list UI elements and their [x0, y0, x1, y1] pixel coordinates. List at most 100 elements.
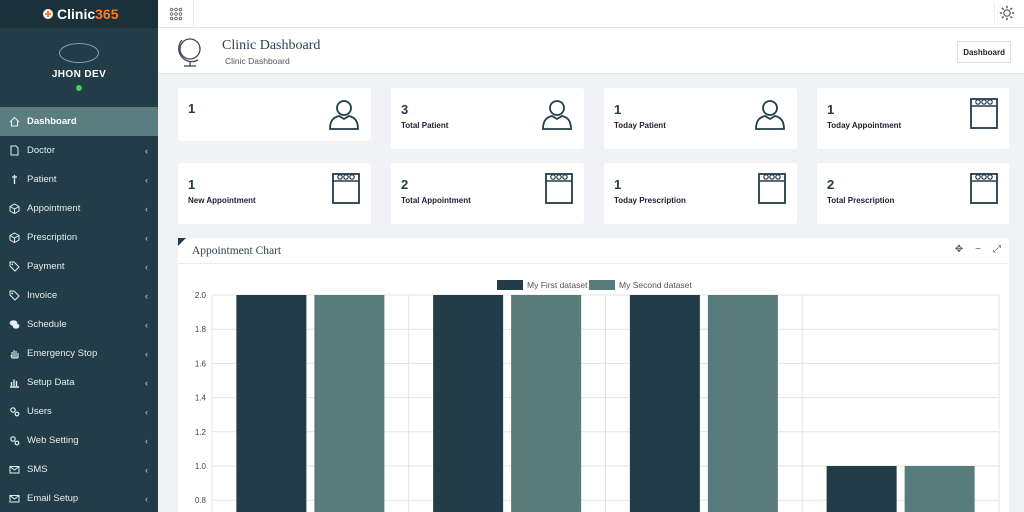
chevron-left-icon: ‹ — [145, 464, 148, 475]
stat-value: 1 — [188, 177, 196, 192]
user-profile: JHON DEV — [0, 28, 158, 106]
calendar-icon — [331, 171, 361, 210]
sidebar-nav: Dashboard Doctor ‹ Patient ‹ Appointment ‹ Pres… — [0, 107, 158, 512]
stat-value: 1 — [614, 177, 622, 192]
sidebar-item-label: Schedule — [27, 319, 67, 330]
stat-label: Total Appointment — [401, 196, 471, 205]
legend-label: My First dataset — [527, 280, 588, 290]
sidebar-item-appointment[interactable]: Appointment ‹ — [0, 194, 158, 223]
logo-icon — [43, 9, 53, 19]
expand-icon[interactable]: ⤢ — [993, 244, 1001, 255]
stat-card[interactable]: 1 — [178, 88, 371, 141]
appointment-chart-panel: Appointment Chart ✥ − ⤢ My First dataset… — [178, 238, 1009, 512]
sidebar-item-label: Email Setup — [27, 493, 79, 504]
bar — [511, 295, 582, 512]
envelope-icon — [7, 464, 21, 476]
tag-icon — [7, 261, 21, 273]
brand[interactable]: Clinic365 — [0, 0, 158, 28]
pin-icon — [7, 174, 21, 186]
legend-swatch — [589, 280, 615, 290]
sidebar-item-label: Invoice — [27, 290, 58, 301]
sidebar-item-web-setting[interactable]: Web Setting ‹ — [0, 426, 158, 455]
calendar-icon — [969, 171, 999, 210]
sidebar: Clinic365 JHON DEV Dashboard Doctor ‹ Patie… — [0, 0, 158, 512]
bar — [826, 466, 897, 512]
sidebar-item-label: Patient — [27, 174, 57, 185]
user-name: JHON DEV — [51, 69, 107, 80]
tag-icon — [7, 290, 21, 302]
document-icon — [7, 145, 21, 157]
y-tick-label: 1.6 — [195, 359, 207, 368]
breadcrumb-dashboard[interactable]: Dashboard — [957, 41, 1011, 63]
chevron-left-icon: ‹ — [145, 174, 148, 185]
bar — [236, 295, 307, 512]
sidebar-item-prescription[interactable]: Prescription ‹ — [0, 223, 158, 252]
gears-icon — [7, 435, 21, 447]
stat-label: Today Appointment — [827, 121, 902, 130]
apps-grid-button[interactable] — [158, 0, 194, 28]
stat-value: 1 — [614, 102, 622, 117]
stat-card[interactable]: 2 Total Prescription — [817, 163, 1009, 224]
y-tick-label: 2.0 — [195, 291, 207, 300]
stat-label: Total Patient — [401, 121, 449, 130]
sidebar-item-sms[interactable]: SMS ‹ — [0, 455, 158, 484]
stat-card[interactable]: 1 Today Appointment — [817, 88, 1009, 149]
online-status-dot — [76, 85, 82, 91]
y-tick-label: 1.0 — [195, 462, 207, 471]
page-header: Clinic Dashboard Clinic Dashboard Dashbo… — [158, 28, 1024, 74]
legend-label: My Second dataset — [619, 280, 692, 290]
user-icon — [753, 97, 787, 136]
bar — [904, 466, 975, 512]
sidebar-item-patient[interactable]: Patient ‹ — [0, 165, 158, 194]
sidebar-item-schedule[interactable]: Schedule ‹ — [0, 310, 158, 339]
panel-tools: ✥ − ⤢ — [955, 244, 1001, 255]
stat-label: New Appointment — [188, 196, 256, 205]
chevron-left-icon: ‹ — [145, 319, 148, 330]
user-icon — [540, 97, 574, 136]
calendar-icon — [969, 96, 999, 135]
stat-value: 1 — [188, 101, 196, 116]
stat-card[interactable]: 1 New Appointment — [178, 163, 371, 224]
cube-icon — [7, 232, 21, 244]
cube-icon — [7, 203, 21, 215]
sidebar-item-setup-data[interactable]: Setup Data ‹ — [0, 368, 158, 397]
stat-card[interactable]: 3 Total Patient — [391, 88, 584, 149]
stat-card[interactable]: 1 Today Patient — [604, 88, 797, 149]
apps-grid-icon — [169, 7, 182, 21]
avatar[interactable] — [59, 43, 99, 63]
sidebar-item-email-setup[interactable]: Email Setup ‹ — [0, 484, 158, 512]
settings-button[interactable] — [994, 2, 1018, 24]
stat-card[interactable]: 2 Total Appointment — [391, 163, 584, 224]
gears-icon — [7, 406, 21, 418]
sidebar-item-label: Dashboard — [27, 116, 77, 127]
stat-value: 3 — [401, 102, 409, 117]
minimize-icon[interactable]: − — [975, 244, 981, 255]
chevron-left-icon: ‹ — [145, 145, 148, 156]
sidebar-item-dashboard[interactable]: Dashboard — [0, 107, 158, 136]
chevron-left-icon: ‹ — [145, 348, 148, 359]
home-icon — [7, 116, 21, 128]
bar — [629, 295, 700, 512]
appointment-bar-chart: My First dataset My Second dataset 2.0 1.8 1… — [195, 280, 1000, 512]
hand-icon — [7, 348, 21, 360]
sidebar-item-payment[interactable]: Payment ‹ — [0, 252, 158, 281]
chevron-left-icon: ‹ — [145, 435, 148, 446]
calendar-icon — [544, 171, 574, 210]
sidebar-item-doctor[interactable]: Doctor ‹ — [0, 136, 158, 165]
gear-icon — [999, 5, 1014, 21]
stat-card[interactable]: 1 Today Prescription — [604, 163, 797, 224]
sidebar-item-users[interactable]: Users ‹ — [0, 397, 158, 426]
move-icon[interactable]: ✥ — [954, 244, 964, 255]
stat-label: Total Prescription — [827, 196, 895, 205]
panel-corner-marker — [178, 238, 186, 246]
y-tick-label: 0.8 — [195, 496, 207, 505]
sidebar-item-invoice[interactable]: Invoice ‹ — [0, 281, 158, 310]
chat-icon — [7, 319, 21, 331]
bar — [433, 295, 504, 512]
bar — [314, 295, 385, 512]
sidebar-item-label: Web Setting — [27, 435, 79, 446]
stat-value: 2 — [827, 177, 835, 192]
sidebar-item-emergency-stop[interactable]: Emergency Stop ‹ — [0, 339, 158, 368]
chevron-left-icon: ‹ — [145, 406, 148, 417]
y-tick-label: 1.2 — [195, 428, 207, 437]
